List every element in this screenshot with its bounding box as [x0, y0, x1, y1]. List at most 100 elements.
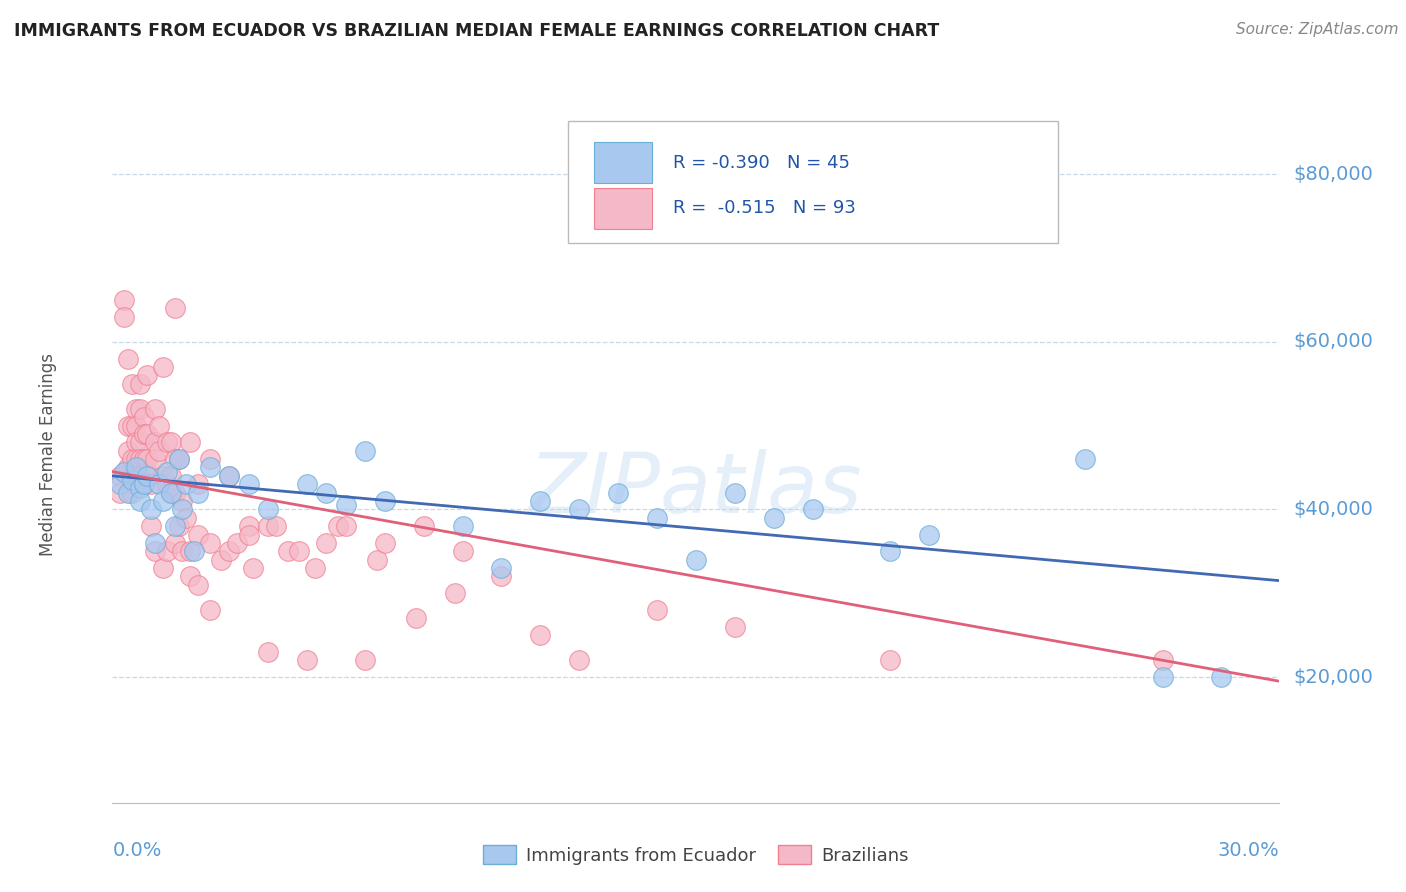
Point	[374, 536, 396, 550]
Point	[110, 468, 132, 483]
Text: $40,000: $40,000	[1294, 500, 1374, 519]
Point	[276, 544, 298, 558]
Point	[172, 544, 194, 558]
Point	[183, 544, 205, 558]
FancyBboxPatch shape	[595, 187, 651, 229]
Point	[132, 427, 155, 442]
Point	[143, 452, 166, 467]
Point	[218, 468, 240, 483]
Point	[218, 544, 240, 558]
Point	[141, 519, 163, 533]
Point	[125, 435, 148, 450]
Point	[209, 552, 232, 566]
Point	[136, 452, 159, 467]
Point	[607, 485, 630, 500]
Point	[198, 603, 221, 617]
Point	[918, 527, 941, 541]
Point	[117, 418, 139, 433]
Point	[242, 561, 264, 575]
Point	[724, 620, 747, 634]
Point	[568, 502, 591, 516]
Point	[160, 485, 183, 500]
FancyBboxPatch shape	[595, 142, 651, 183]
Point	[238, 477, 260, 491]
Point	[1074, 452, 1097, 467]
Point	[160, 435, 183, 450]
Point	[117, 351, 139, 366]
Point	[163, 519, 186, 533]
Point	[112, 310, 135, 324]
Point	[125, 418, 148, 433]
FancyBboxPatch shape	[568, 121, 1057, 243]
Point	[179, 435, 201, 450]
Point	[132, 477, 155, 491]
Point	[121, 376, 143, 391]
Point	[132, 410, 155, 425]
Point	[128, 435, 150, 450]
Point	[128, 494, 150, 508]
Point	[354, 653, 377, 667]
Point	[148, 443, 170, 458]
Text: $80,000: $80,000	[1294, 165, 1374, 184]
Point	[198, 536, 221, 550]
Text: R =  -0.515   N = 93: R = -0.515 N = 93	[672, 199, 855, 217]
Point	[125, 460, 148, 475]
Point	[128, 482, 150, 496]
Text: Source: ZipAtlas.com: Source: ZipAtlas.com	[1236, 22, 1399, 37]
Point	[136, 427, 159, 442]
Point	[295, 653, 318, 667]
Point	[198, 460, 221, 475]
Point	[128, 452, 150, 467]
Point	[374, 494, 396, 508]
Point	[128, 376, 150, 391]
Point	[1152, 670, 1174, 684]
Point	[163, 452, 186, 467]
Point	[125, 401, 148, 416]
Point	[167, 452, 190, 467]
Point	[132, 452, 155, 467]
Text: 30.0%: 30.0%	[1218, 841, 1279, 860]
Text: Median Female Earnings: Median Female Earnings	[39, 353, 58, 557]
Point	[288, 544, 311, 558]
Point	[156, 435, 179, 450]
Point	[645, 510, 668, 524]
Point	[172, 502, 194, 516]
Point	[125, 452, 148, 467]
Point	[121, 418, 143, 433]
Point	[238, 527, 260, 541]
Point	[335, 498, 357, 512]
Point	[117, 443, 139, 458]
Point	[176, 477, 198, 491]
Point	[110, 485, 132, 500]
Point	[685, 552, 707, 566]
Point	[226, 536, 249, 550]
Point	[354, 443, 377, 458]
Point	[156, 477, 179, 491]
Point	[128, 401, 150, 416]
Point	[238, 519, 260, 533]
Point	[117, 460, 139, 475]
Point	[295, 477, 318, 491]
Point	[1152, 653, 1174, 667]
Point	[160, 468, 183, 483]
Text: $20,000: $20,000	[1294, 667, 1374, 687]
Point	[121, 485, 143, 500]
Text: ZIPatlas: ZIPatlas	[529, 450, 863, 530]
Point	[163, 301, 186, 316]
Point	[529, 628, 551, 642]
Point	[187, 578, 209, 592]
Point	[879, 544, 901, 558]
Point	[136, 468, 159, 483]
Point	[179, 569, 201, 583]
Point	[163, 536, 186, 550]
Point	[167, 519, 190, 533]
Point	[179, 544, 201, 558]
Point	[136, 368, 159, 383]
Point	[167, 452, 190, 467]
Point	[451, 544, 474, 558]
Point	[491, 569, 513, 583]
Point	[152, 359, 174, 374]
Point	[315, 485, 337, 500]
Point	[724, 485, 747, 500]
Point	[156, 465, 179, 479]
